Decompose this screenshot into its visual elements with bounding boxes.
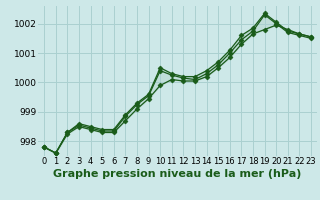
X-axis label: Graphe pression niveau de la mer (hPa): Graphe pression niveau de la mer (hPa) — [53, 169, 302, 179]
